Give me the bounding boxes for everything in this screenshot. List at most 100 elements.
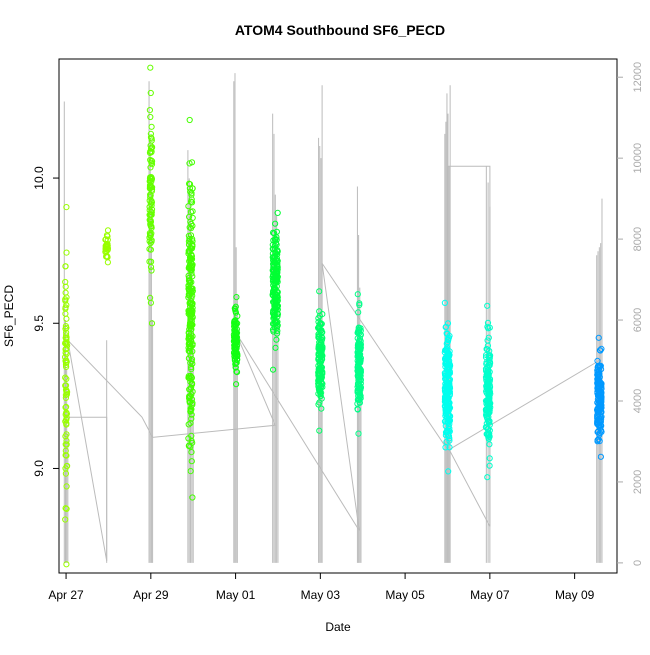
data-point bbox=[62, 305, 69, 312]
data-point bbox=[446, 437, 453, 444]
data-point bbox=[148, 161, 156, 168]
data-point bbox=[231, 338, 238, 345]
data-point bbox=[188, 199, 196, 206]
data-point bbox=[482, 424, 489, 431]
data-point bbox=[356, 300, 363, 307]
data-point bbox=[148, 320, 156, 327]
data-point bbox=[147, 299, 154, 306]
data-point bbox=[63, 483, 70, 490]
data-point bbox=[185, 344, 192, 352]
data-point bbox=[446, 351, 453, 359]
data-point bbox=[188, 415, 195, 422]
data-point bbox=[597, 414, 604, 421]
data-point bbox=[598, 399, 605, 406]
data-point bbox=[185, 265, 192, 272]
data-point bbox=[63, 561, 70, 568]
y2-tick-label: 8000 bbox=[632, 227, 644, 251]
data-point bbox=[486, 462, 493, 469]
x-tick-label: May 03 bbox=[301, 588, 341, 602]
data-point bbox=[189, 261, 196, 268]
data-point bbox=[188, 245, 196, 252]
data-point bbox=[147, 89, 154, 97]
data-point bbox=[356, 356, 363, 363]
data-point bbox=[62, 470, 70, 477]
data-point bbox=[185, 285, 193, 292]
data-point bbox=[104, 254, 111, 261]
data-point bbox=[186, 399, 193, 406]
data-point bbox=[63, 463, 70, 470]
data-point bbox=[189, 292, 196, 299]
data-point bbox=[147, 64, 154, 71]
data-point bbox=[442, 394, 449, 401]
data-point bbox=[596, 370, 603, 377]
y2-tick-label: 2000 bbox=[632, 470, 644, 494]
data-point bbox=[594, 357, 601, 364]
data-point bbox=[274, 209, 281, 216]
data-point bbox=[147, 142, 154, 149]
chart-title: ATOM4 Southbound SF6_PECD bbox=[235, 22, 445, 38]
data-point bbox=[62, 394, 70, 401]
data-point bbox=[356, 329, 363, 336]
data-point bbox=[188, 364, 195, 371]
data-point bbox=[148, 123, 155, 130]
data-point bbox=[233, 381, 240, 388]
data-point bbox=[355, 430, 362, 437]
data-point bbox=[356, 371, 363, 378]
data-point bbox=[186, 213, 193, 220]
data-point bbox=[318, 352, 325, 359]
data-point bbox=[232, 334, 239, 341]
data-point bbox=[189, 208, 196, 215]
data-point bbox=[146, 203, 153, 211]
data-point bbox=[189, 321, 196, 328]
data-point bbox=[63, 294, 70, 301]
data-point bbox=[270, 229, 277, 236]
data-point bbox=[104, 245, 112, 252]
data-point bbox=[147, 264, 155, 271]
data-point bbox=[185, 335, 192, 343]
data-point bbox=[486, 378, 493, 385]
data-point bbox=[316, 386, 323, 394]
data-point bbox=[271, 313, 278, 320]
data-point bbox=[446, 444, 453, 451]
data-point bbox=[189, 235, 196, 243]
data-point bbox=[355, 309, 362, 316]
data-point bbox=[233, 329, 241, 337]
data-point bbox=[355, 369, 362, 376]
secondary-connector-line bbox=[66, 165, 600, 561]
data-point bbox=[444, 404, 451, 411]
data-point bbox=[316, 359, 323, 367]
data-point bbox=[189, 300, 196, 307]
data-point bbox=[189, 222, 196, 229]
data-point bbox=[63, 204, 70, 211]
data-point bbox=[598, 385, 605, 392]
data-point bbox=[186, 180, 193, 187]
data-point bbox=[442, 444, 449, 451]
data-point bbox=[62, 325, 69, 332]
data-point bbox=[594, 399, 601, 406]
data-point bbox=[147, 164, 154, 171]
data-point bbox=[485, 392, 492, 399]
data-point bbox=[486, 353, 493, 360]
data-point bbox=[186, 116, 193, 124]
data-point bbox=[444, 403, 451, 410]
data-point bbox=[63, 324, 70, 331]
data-point bbox=[445, 389, 452, 396]
data-point bbox=[63, 375, 70, 382]
y2-tick-label: 0 bbox=[632, 560, 644, 566]
y2-tick-label: 10000 bbox=[632, 143, 644, 174]
data-point bbox=[316, 377, 323, 384]
data-point bbox=[148, 178, 155, 185]
data-point bbox=[231, 319, 238, 326]
data-point bbox=[186, 292, 193, 299]
data-point bbox=[188, 159, 196, 166]
data-point bbox=[62, 447, 69, 454]
x-axis-label: Date bbox=[325, 620, 351, 634]
data-point bbox=[146, 107, 153, 114]
data-point bbox=[147, 239, 154, 247]
data-point bbox=[315, 318, 322, 325]
data-point bbox=[443, 438, 450, 445]
x-tick-label: Apr 27 bbox=[48, 588, 84, 602]
data-point bbox=[188, 374, 195, 381]
data-point bbox=[445, 411, 452, 418]
y-tick-label: 9.0 bbox=[32, 460, 46, 477]
